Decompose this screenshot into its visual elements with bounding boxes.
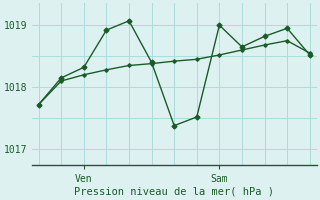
X-axis label: Pression niveau de la mer( hPa ): Pression niveau de la mer( hPa ): [74, 187, 274, 197]
